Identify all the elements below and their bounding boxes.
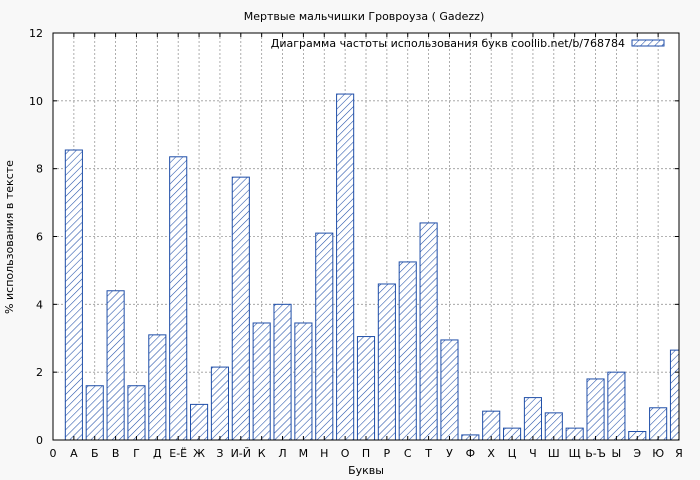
bar — [419, 222, 438, 441]
x-tick-label: Х — [487, 447, 495, 460]
bar — [273, 303, 292, 441]
x-tick-label: Ш — [548, 447, 560, 460]
bar — [169, 156, 188, 441]
x-tick-label: А — [70, 447, 78, 460]
legend-label: Диаграмма частоты использования букв coo… — [271, 37, 625, 50]
x-tick-label: Ю — [652, 447, 664, 460]
x-tick-label: 0 — [50, 447, 57, 460]
bar — [523, 397, 542, 441]
bar — [607, 371, 626, 441]
y-tick-label: 8 — [36, 163, 43, 176]
y-tick-label: 2 — [36, 366, 43, 379]
bar — [586, 378, 605, 441]
chart-title: Мертвые мальчишки Гровроуза ( Gadezz) — [244, 10, 485, 23]
y-tick-label: 10 — [29, 95, 43, 108]
bar — [315, 232, 334, 441]
legend-swatch — [631, 39, 665, 47]
bar — [190, 403, 209, 441]
x-tick-label: Ф — [466, 447, 475, 460]
x-tick-label: Р — [384, 447, 391, 460]
bar — [85, 385, 104, 441]
x-tick-label: Ц — [508, 447, 517, 460]
x-tick-label: Я — [675, 447, 683, 460]
x-tick-label: У — [446, 447, 453, 460]
bar — [669, 349, 680, 441]
y-tick-label: 4 — [36, 298, 43, 311]
bar — [440, 339, 459, 441]
x-tick-label: Щ — [569, 447, 581, 460]
x-axis: 0 А Б В Г Д Е-Ё Ж З И-Й К Л М Н О П Р С Т У Ф Х Ц Ч Ш Щ Ь-Ъ Ы Э Ю Я — [50, 33, 683, 460]
x-tick-label: З — [216, 447, 223, 460]
bar — [482, 410, 501, 441]
bar — [252, 322, 271, 441]
y-tick-label: 12 — [29, 27, 43, 40]
bar — [544, 412, 563, 441]
x-tick-label: О — [341, 447, 350, 460]
x-tick-label: Ы — [612, 447, 622, 460]
bar — [377, 283, 396, 441]
x-tick-label: И-Й — [231, 447, 251, 460]
bar — [398, 261, 417, 441]
y-axis: 0 2 4 6 8 10 12 — [29, 27, 679, 447]
legend: Диаграмма частоты использования букв coo… — [271, 37, 665, 50]
bar — [210, 366, 229, 441]
x-tick-label: С — [404, 447, 412, 460]
x-tick-label: Б — [91, 447, 99, 460]
x-tick-label: Н — [320, 447, 328, 460]
bar — [356, 336, 376, 441]
x-tick-label: Е-Ё — [169, 447, 187, 460]
y-axis-label: % использования в тексте — [3, 160, 16, 314]
x-tick-label: Э — [633, 447, 641, 460]
x-tick-label: Ч — [529, 447, 537, 460]
bar — [106, 290, 125, 441]
x-tick-label: П — [362, 447, 370, 460]
x-tick-label: Д — [153, 447, 162, 460]
x-tick-label: Т — [424, 447, 432, 460]
bar — [649, 407, 668, 441]
bar — [127, 385, 146, 441]
bar — [336, 93, 355, 441]
x-tick-label: Г — [133, 447, 140, 460]
x-tick-label: М — [299, 447, 309, 460]
bar — [294, 322, 313, 441]
x-tick-label: В — [112, 447, 120, 460]
x-tick-label: К — [258, 447, 266, 460]
x-axis-label: Буквы — [348, 464, 384, 477]
bar — [148, 334, 167, 441]
x-tick-label: Л — [278, 447, 286, 460]
bar — [231, 176, 250, 441]
bar — [64, 149, 83, 441]
x-tick-label: Ж — [193, 447, 205, 460]
x-tick-label: Ь-Ъ — [585, 447, 606, 460]
y-tick-label: 0 — [36, 434, 43, 447]
y-tick-label: 6 — [36, 231, 43, 244]
